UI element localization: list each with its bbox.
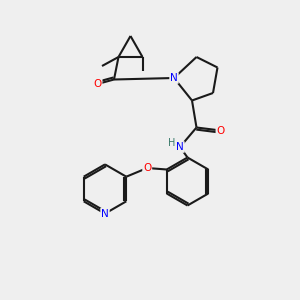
Text: O: O [93,79,102,89]
Text: N: N [170,73,178,83]
Text: N: N [176,142,184,152]
Text: O: O [143,163,151,173]
Text: O: O [216,125,225,136]
Text: N: N [101,208,109,219]
Text: H: H [168,138,175,148]
